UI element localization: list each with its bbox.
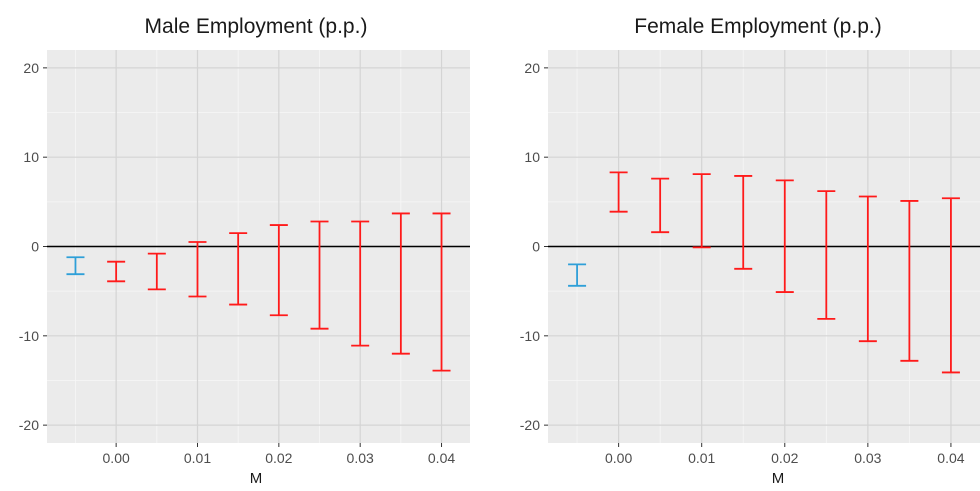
error-bar	[310, 220, 329, 330]
error-bar	[391, 212, 410, 355]
x-tick-label: 0.01	[688, 450, 715, 466]
error-bar	[609, 171, 628, 213]
error-bar	[941, 197, 960, 374]
y-tick-label: 10	[23, 149, 39, 165]
y-tick-label: 20	[23, 60, 39, 76]
error-bar	[775, 179, 794, 293]
x-tick-label: 0.01	[184, 450, 211, 466]
y-tick-label: -10	[520, 328, 540, 344]
error-bar	[107, 260, 126, 283]
error-bar	[269, 224, 288, 317]
error-bar	[229, 232, 248, 306]
y-tick-label: -20	[19, 417, 39, 433]
x-tick-label: 0.04	[428, 450, 455, 466]
y-tick-label: 10	[524, 149, 540, 165]
x-tick-label: 0.02	[265, 450, 292, 466]
error-bar	[651, 177, 670, 234]
x-tick-label: 0.03	[854, 450, 881, 466]
x-tick-label: 0.02	[771, 450, 798, 466]
error-bar	[432, 212, 451, 372]
y-tick-label: 20	[524, 60, 540, 76]
panel-title: Female Employment (p.p.)	[634, 15, 881, 38]
panel-male-employment: Male Employment (p.p.) M 0.00 0.01 0.02 0.0…	[19, 15, 470, 487]
error-bar	[817, 190, 836, 320]
error-bar	[858, 195, 877, 343]
panel-title: Male Employment (p.p.)	[145, 15, 368, 38]
y-tick-label: -20	[520, 417, 540, 433]
panel-female-employment: Female Employment (p.p.) M 0.00 0.01 0.02 0…	[520, 15, 980, 487]
error-bar	[188, 241, 207, 298]
x-tick-label: 0.00	[605, 450, 632, 466]
x-tick-label: 0.03	[347, 450, 374, 466]
error-bar	[147, 252, 166, 291]
x-tick-label: 0.00	[103, 450, 130, 466]
error-bar	[900, 200, 919, 362]
error-bar	[734, 175, 753, 270]
error-bar	[351, 220, 370, 347]
error-bar	[568, 263, 587, 287]
y-tick-label: 0	[532, 239, 540, 255]
error-bar	[66, 256, 85, 276]
error-bar	[692, 173, 711, 249]
y-tick-label: -10	[19, 328, 39, 344]
y-tick-label: 0	[31, 239, 39, 255]
x-axis-label: M	[772, 470, 785, 487]
x-tick-label: 0.04	[937, 450, 964, 466]
x-axis-label: M	[250, 470, 263, 487]
